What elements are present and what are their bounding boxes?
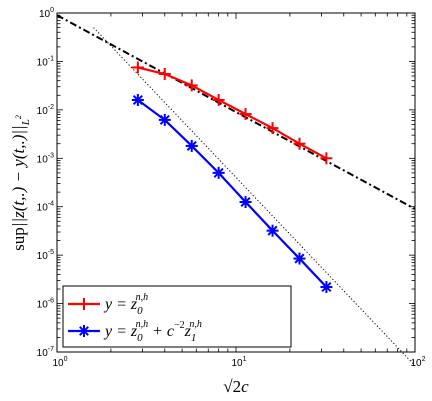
data-point-asterisk (212, 166, 225, 179)
legend-marker-plus (78, 298, 90, 310)
x-tick-label: 102 (410, 356, 425, 369)
data-point-plus (158, 68, 171, 81)
data-point-asterisk (185, 139, 198, 152)
y-tick-label: 10-5 (37, 249, 54, 262)
data-point-plus (266, 122, 279, 135)
y-tick-label: 100 (39, 7, 54, 20)
data-point-asterisk (293, 252, 306, 265)
x-tick-label: 100 (52, 356, 67, 369)
legend-box (62, 285, 292, 348)
data-point-asterisk (239, 196, 252, 209)
y-tick-label: 10-6 (37, 298, 54, 311)
data-point-asterisk (158, 113, 171, 126)
legend-entry-2: y = z0n,h + c−2z1n,h (68, 319, 202, 344)
svg-text:y = z0n,h + c−2z1n,h: y = z0n,h + c−2z1n,h (103, 319, 202, 344)
data-point-plus (320, 152, 333, 165)
data-point-plus (185, 79, 198, 92)
legend-marker-asterisk (78, 325, 90, 337)
data-point-asterisk (131, 93, 144, 106)
axis-tick-labels: 100 101 102 10-7 10-6 10-5 10-4 10-3 10-2 10-1 100 (37, 7, 426, 369)
x-axis-label: √2c (223, 377, 249, 396)
data-point-plus (212, 93, 225, 106)
svg-text:√2c: √2c (223, 377, 249, 396)
x-tick-label: 101 (231, 356, 246, 369)
y-tick-label: 10-3 (37, 152, 54, 165)
svg-text:sup||z(t,.) − y(t,.)||L2: sup||z(t,.) − y(t,.)||L2 (9, 115, 32, 251)
series-layer (56, 14, 416, 367)
y-tick-label: 10-1 (37, 55, 54, 68)
y-axis-label: sup||z(t,.) − y(t,.)||L2 (9, 115, 32, 251)
series-line-2 (137, 99, 328, 288)
legend: y = z0n,h y = z0n,h + c−2z1n,h (62, 285, 292, 348)
data-point-asterisk (320, 280, 333, 293)
data-point-plus (293, 137, 306, 150)
data-point-asterisk (266, 224, 279, 237)
axis-ticks (56, 13, 415, 353)
y-tick-label: 10-4 (37, 201, 54, 214)
legend-entry-1: y = z0n,h (68, 292, 148, 317)
y-tick-label: 10-7 (37, 346, 54, 359)
data-point-plus (239, 108, 252, 121)
y-tick-label: 10-2 (37, 104, 54, 117)
data-point-plus (131, 61, 144, 74)
svg-text:y = z0n,h: y = z0n,h (103, 292, 148, 317)
series-line-1 (137, 66, 327, 160)
